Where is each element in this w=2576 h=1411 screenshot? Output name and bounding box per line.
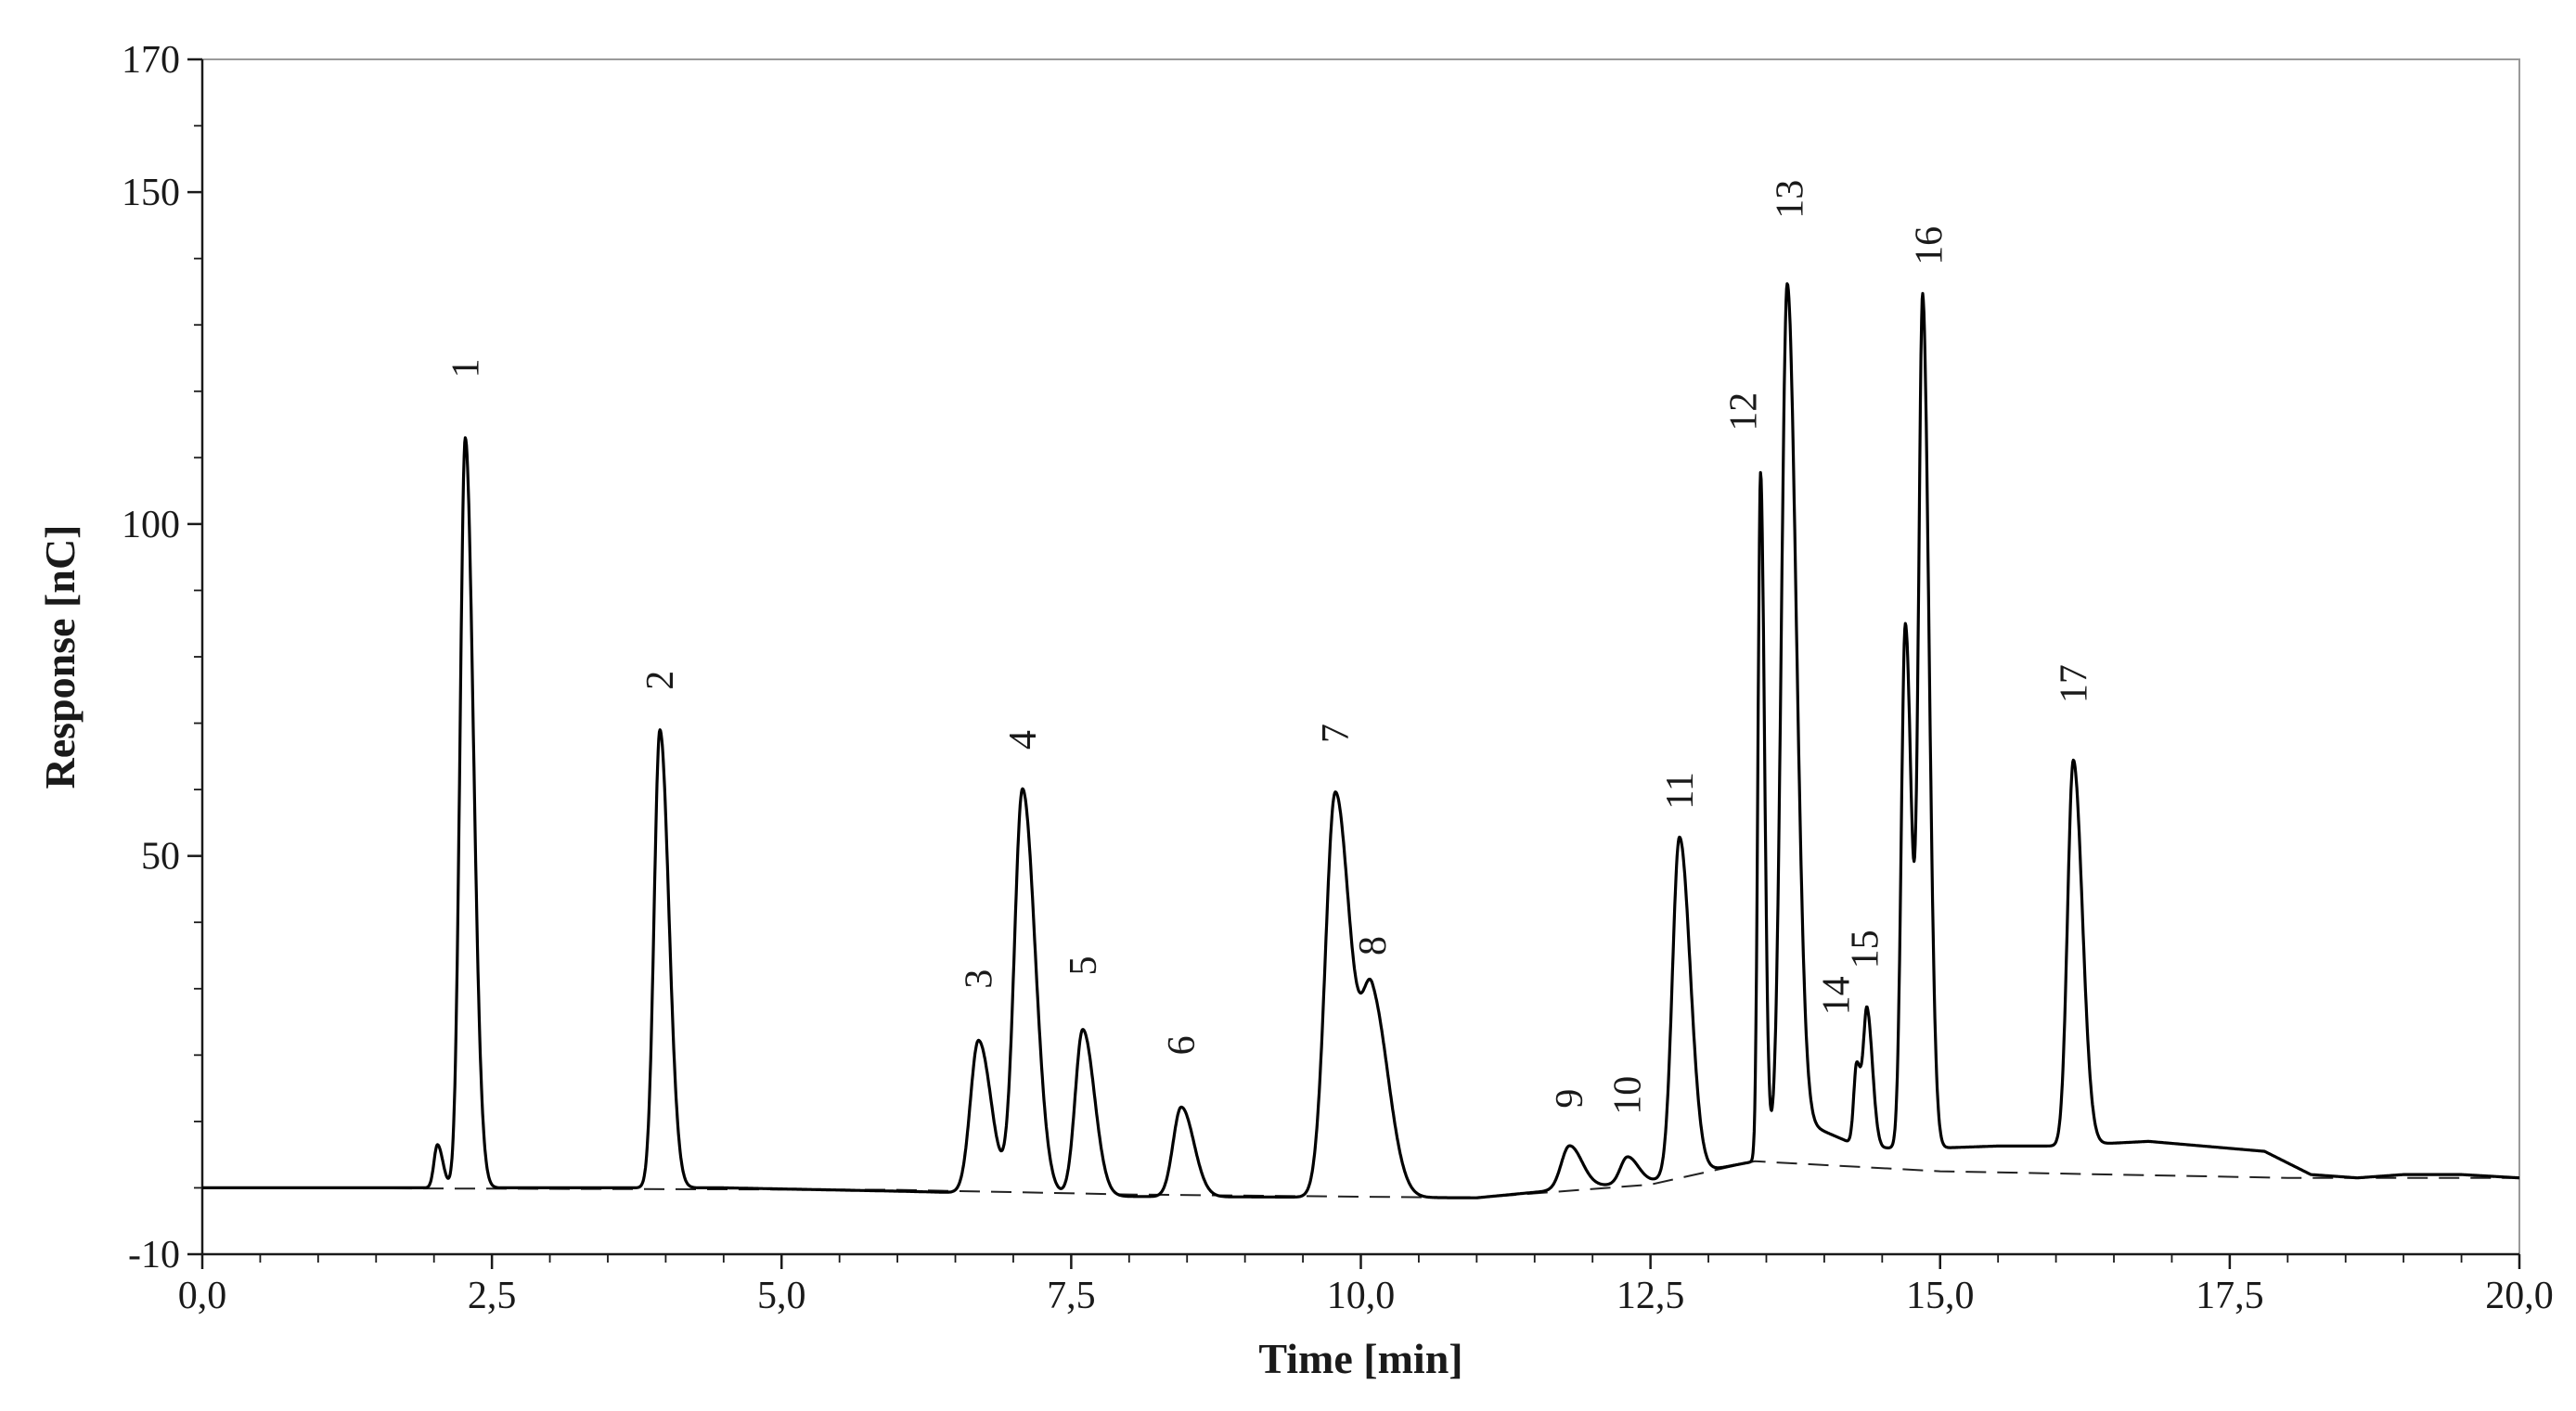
peak-label: 14 [1815, 976, 1858, 1015]
x-axis-title: Time [min] [1258, 1335, 1462, 1382]
x-tick-label: 5,0 [757, 1275, 806, 1317]
x-tick-label: 0,0 [178, 1275, 227, 1317]
x-tick-label: 10,0 [1327, 1275, 1396, 1317]
peak-label: 9 [1549, 1089, 1591, 1109]
lines-layer [201, 282, 2520, 1199]
peak-label: 10 [1607, 1076, 1650, 1115]
y-tick-label: 50 [141, 836, 180, 879]
peak-label: 8 [1352, 936, 1395, 956]
peak-label: 13 [1769, 180, 1811, 219]
x-tick-label: 15,0 [1906, 1275, 1975, 1317]
baseline-dashed [201, 1160, 2519, 1199]
peak-label: 7 [1315, 724, 1358, 743]
y-tick-label: 100 [122, 504, 180, 546]
peak-label: 4 [1002, 730, 1045, 750]
peak-label: 6 [1161, 1035, 1204, 1055]
x-tick-label: 2,5 [468, 1275, 517, 1317]
x-tick-label: 20,0 [2485, 1275, 2554, 1317]
y-tick-label: 170 [122, 39, 180, 82]
plot-frame [201, 58, 2520, 1255]
y-tick-label: -10 [128, 1234, 180, 1276]
peak-label: 12 [1723, 392, 1766, 431]
peak-label: 2 [639, 671, 682, 690]
x-tick-label: 17,5 [2196, 1275, 2264, 1317]
peak-label: 15 [1845, 930, 1887, 968]
axes-layer: 0,0 2,5 5,0 7,5 10,0 12,5 15,0 17,5 20,0 -10 50 100… [122, 39, 2554, 1317]
peak-label: 16 [1908, 226, 1951, 265]
y-tick-label: 150 [122, 172, 180, 214]
signal-trace [201, 282, 2520, 1199]
x-tick-label: 12,5 [1616, 1275, 1685, 1317]
peak-label: 1 [444, 358, 487, 378]
peak-label: 11 [1659, 772, 1702, 809]
x-tick-label: 7,5 [1047, 1275, 1096, 1317]
y-axis-title: Response [nC] [36, 525, 84, 789]
peak-label: 5 [1063, 956, 1105, 975]
peak-label: 17 [2053, 664, 2095, 703]
peak-label: 3 [958, 969, 1000, 989]
